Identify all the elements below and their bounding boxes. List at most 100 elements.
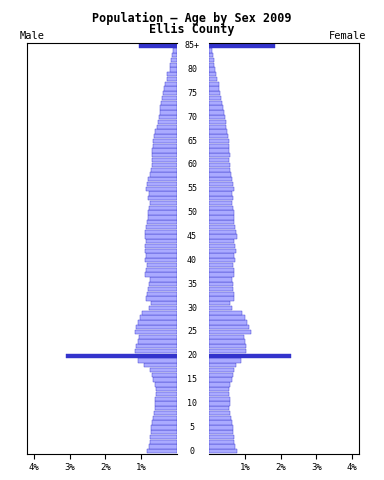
Bar	[147, 182, 177, 186]
Bar	[209, 125, 227, 129]
Bar	[146, 296, 177, 300]
Bar	[209, 339, 245, 344]
Bar	[144, 249, 177, 253]
Bar	[152, 163, 177, 167]
Text: 65: 65	[187, 136, 197, 145]
Bar	[145, 229, 177, 234]
Bar	[209, 148, 229, 153]
Bar	[147, 263, 177, 267]
Bar	[145, 273, 177, 277]
Bar	[161, 101, 177, 105]
Bar	[209, 129, 227, 133]
Bar	[153, 377, 177, 382]
Bar	[169, 67, 177, 72]
Text: Population — Age by Sex 2009: Population — Age by Sex 2009	[92, 12, 292, 25]
Bar	[148, 177, 177, 181]
Bar	[209, 48, 212, 52]
Bar	[209, 215, 233, 219]
Bar	[66, 354, 177, 358]
Bar	[209, 268, 233, 272]
Bar	[146, 253, 177, 258]
Bar	[155, 382, 177, 386]
Bar	[209, 220, 234, 224]
Bar	[209, 101, 222, 105]
Bar	[209, 354, 291, 358]
Bar	[209, 139, 229, 143]
Bar	[209, 291, 233, 296]
Bar	[209, 273, 234, 277]
Bar	[153, 139, 177, 143]
Text: 50: 50	[187, 208, 197, 217]
Bar	[209, 359, 241, 363]
Bar	[209, 435, 233, 439]
Bar	[149, 282, 177, 287]
Bar	[136, 344, 177, 348]
Bar	[209, 372, 233, 377]
Bar	[149, 277, 177, 282]
Bar	[209, 325, 248, 329]
Bar	[156, 387, 177, 391]
Bar	[209, 368, 234, 372]
Bar	[209, 330, 251, 334]
Text: 35: 35	[187, 280, 197, 288]
Bar	[209, 363, 237, 368]
Bar	[163, 91, 177, 96]
Bar	[149, 440, 177, 444]
Bar	[134, 349, 177, 353]
Text: 30: 30	[187, 303, 197, 312]
Bar	[209, 382, 230, 386]
Bar	[138, 359, 177, 363]
Bar	[209, 134, 228, 138]
Text: 20: 20	[187, 351, 197, 360]
Bar	[209, 177, 232, 181]
Bar	[146, 268, 177, 272]
Bar	[149, 201, 177, 205]
Bar	[209, 301, 230, 305]
Bar	[209, 444, 235, 449]
Bar	[149, 306, 177, 310]
Bar	[136, 325, 177, 329]
Bar	[209, 420, 232, 425]
Bar	[209, 258, 235, 263]
Bar	[209, 225, 235, 229]
Text: 55: 55	[187, 184, 197, 193]
Bar	[209, 192, 232, 196]
Bar	[209, 72, 217, 76]
Bar	[149, 192, 177, 196]
Bar	[159, 115, 177, 120]
Text: Female: Female	[329, 31, 366, 41]
Bar	[209, 282, 233, 287]
Bar	[209, 315, 245, 320]
Bar	[209, 440, 234, 444]
Text: Male: Male	[19, 31, 45, 41]
Text: 5: 5	[189, 423, 195, 432]
Bar	[148, 196, 177, 201]
Bar	[209, 172, 231, 177]
Bar	[209, 187, 234, 191]
Bar	[209, 43, 275, 48]
Bar	[152, 153, 177, 157]
Bar	[144, 234, 177, 239]
Bar	[148, 215, 177, 219]
Bar	[144, 363, 177, 368]
Bar	[149, 172, 177, 177]
Bar	[209, 416, 231, 420]
Bar	[209, 106, 223, 110]
Bar	[146, 225, 177, 229]
Bar	[209, 144, 228, 148]
Bar	[142, 311, 177, 315]
Bar	[209, 377, 232, 382]
Bar	[209, 210, 233, 215]
Text: 25: 25	[187, 327, 197, 336]
Bar	[160, 106, 177, 110]
Bar	[146, 239, 177, 243]
Bar	[209, 110, 223, 115]
Bar	[209, 320, 247, 324]
Bar	[134, 330, 177, 334]
Bar	[209, 153, 230, 157]
Bar	[151, 301, 177, 305]
Bar	[209, 396, 230, 401]
Bar	[209, 263, 233, 267]
Bar	[152, 148, 177, 153]
Text: 45: 45	[187, 232, 197, 241]
